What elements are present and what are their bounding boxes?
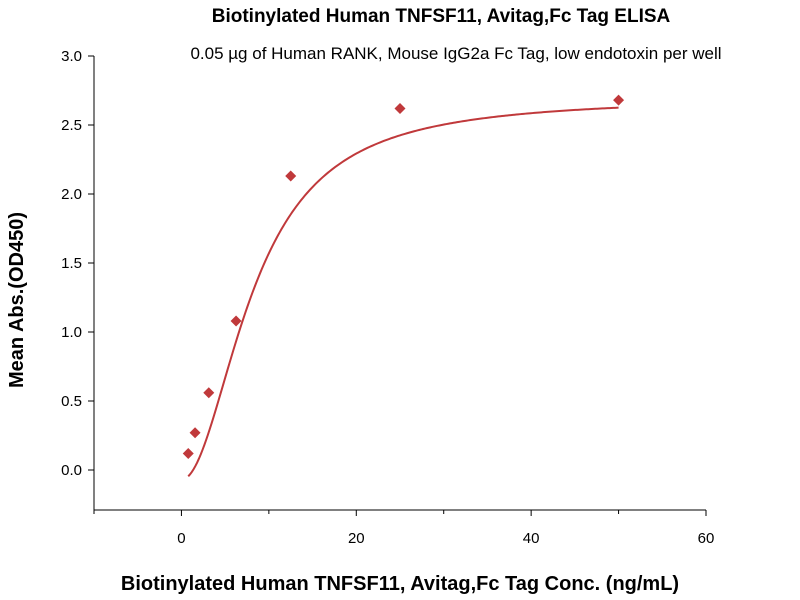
data-point xyxy=(203,387,215,399)
y-tick-label: 0.5 xyxy=(61,393,82,410)
x-tick-label: 40 xyxy=(523,530,540,547)
x-tick-label: 20 xyxy=(348,530,365,547)
x-ticks: 0 20 40 60 xyxy=(93,510,715,547)
x-axis-label: Biotinylated Human TNFSF11, Avitag,Fc Ta… xyxy=(121,573,679,595)
data-point xyxy=(182,447,194,459)
fit-curve xyxy=(187,106,619,477)
x-tick-label: 60 xyxy=(698,530,715,547)
x-tick-label: 0 xyxy=(177,530,185,547)
chart-title: Biotinylated Human TNFSF11, Avitag,Fc Ta… xyxy=(212,6,671,27)
y-axis-label: Mean Abs.(OD450) xyxy=(6,212,28,388)
axes xyxy=(93,56,706,511)
y-ticks: 0.0 0.5 1.0 1.5 2.0 2.5 3.0 xyxy=(61,48,94,479)
y-tick-label: 1.0 xyxy=(61,324,82,341)
y-tick-label: 2.5 xyxy=(61,117,82,134)
data-point xyxy=(189,427,201,439)
data-point xyxy=(394,102,406,114)
y-tick-label: 1.5 xyxy=(61,255,82,272)
data-point xyxy=(613,94,625,106)
data-points xyxy=(182,94,625,459)
y-tick-label: 3.0 xyxy=(61,48,82,65)
data-point xyxy=(285,170,297,182)
y-tick-label: 0.0 xyxy=(61,462,82,479)
data-point xyxy=(230,315,242,327)
y-tick-label: 2.0 xyxy=(61,186,82,203)
chart-subtitle: 0.05 µg of Human RANK, Mouse IgG2a Fc Ta… xyxy=(190,44,721,63)
